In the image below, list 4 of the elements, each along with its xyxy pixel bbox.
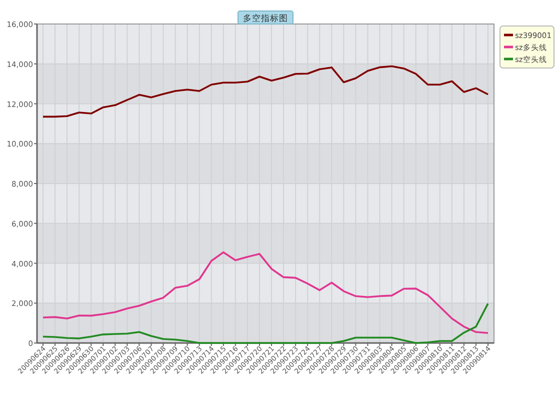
line-series bbox=[42, 302, 489, 344]
chart-title: 多空指标图 bbox=[243, 13, 288, 24]
line-series bbox=[42, 65, 489, 118]
line-series bbox=[42, 251, 489, 334]
